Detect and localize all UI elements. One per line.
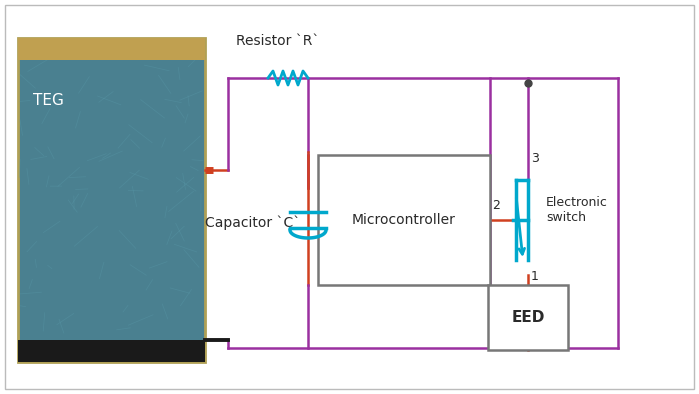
Text: EED: EED — [511, 310, 545, 325]
Text: 3: 3 — [531, 152, 539, 165]
Bar — [488, 285, 568, 350]
Bar — [18, 38, 205, 60]
Bar — [318, 155, 490, 285]
Text: 2: 2 — [492, 199, 500, 212]
Text: Electronic
switch: Electronic switch — [546, 196, 608, 224]
Text: Capacitor `C`: Capacitor `C` — [205, 216, 300, 230]
Text: Microcontroller: Microcontroller — [352, 213, 456, 227]
Bar — [18, 340, 205, 362]
Text: Resistor `R`: Resistor `R` — [236, 34, 319, 48]
Bar — [18, 38, 205, 362]
Text: TEG: TEG — [33, 93, 64, 108]
Text: 1: 1 — [531, 270, 539, 283]
